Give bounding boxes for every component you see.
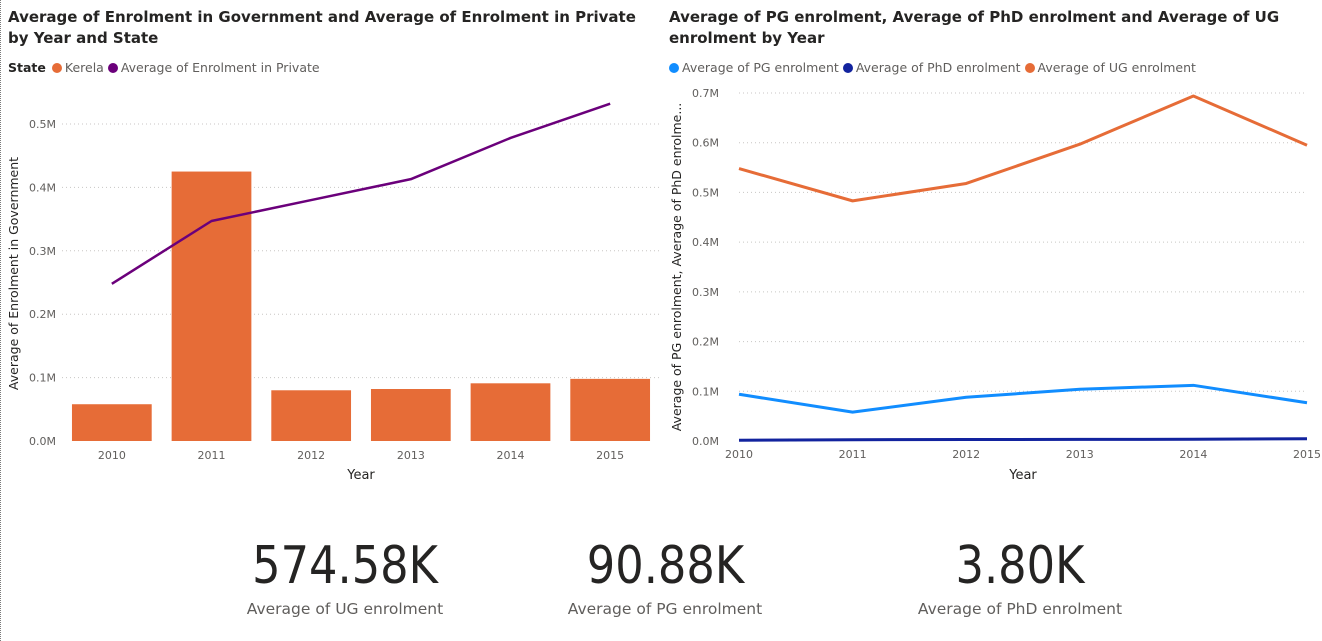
line-phd	[738, 437, 1308, 442]
bar-kerala	[71, 404, 152, 441]
y-tick-label: 0.0M	[692, 435, 719, 448]
x-tick-label: 2010	[98, 449, 126, 462]
legend-item-kerala[interactable]: Kerela	[51, 60, 104, 75]
kpi-value: 90.88K	[586, 536, 744, 596]
y-axis-label: Average of Enrolment in Government	[6, 157, 21, 390]
bar-kerala	[570, 378, 651, 441]
line-chart-plot: 0.0M 0.1M 0.2M 0.3M 0.4M 0.5M 0.6M 0.7M 2010 2011…	[669, 87, 1321, 483]
x-tick-label: 2013	[397, 449, 425, 462]
legend-item-pg[interactable]: Average of PG enrolment	[669, 60, 839, 75]
x-axis-label: Year	[346, 468, 375, 483]
ug-swatch	[1024, 62, 1035, 73]
legend-label: Average of Enrolment in Private	[120, 60, 320, 75]
y-tick-label: 0.4M	[692, 236, 719, 249]
private-swatch	[107, 62, 118, 73]
y-tick-label: 0.1M	[29, 372, 56, 385]
phd-swatch	[842, 62, 853, 73]
y-tick-label: 0.1M	[692, 385, 719, 398]
x-tick-label: 2014	[497, 449, 525, 462]
legend-label: Average of UG enrolment	[1037, 60, 1196, 75]
x-tick-label: 2012	[952, 448, 980, 461]
y-tick-label: 0.5M	[692, 186, 719, 199]
y-axis-label: Average of PG enrolment, Average of PhD …	[669, 103, 684, 432]
legend-label: Average of PG enrolment	[682, 60, 839, 75]
x-tick-label: 2014	[1179, 448, 1207, 461]
chart-title: Average of PG enrolment, Average of PhD …	[669, 8, 1280, 47]
left-border	[0, 0, 1, 641]
y-tick-label: 0.3M	[692, 286, 719, 299]
y-tick-label: 0.4M	[29, 181, 56, 194]
x-tick-label: 2012	[297, 449, 325, 462]
y-tick-label: 0.7M	[692, 87, 719, 100]
y-tick-label: 0.2M	[692, 336, 719, 349]
line-ug	[738, 94, 1308, 203]
legend-item-private[interactable]: Average of Enrolment in Private	[107, 60, 320, 75]
bar-kerala	[470, 383, 551, 441]
bar-kerala	[370, 389, 451, 441]
legend-title: State	[8, 60, 46, 75]
y-tick-label: 0.2M	[29, 308, 56, 321]
y-tick-label: 0.0M	[29, 435, 56, 448]
kpi-card-phd[interactable]: 3.80K Average of PhD enrolment	[875, 536, 1165, 618]
chart-legend: Average of PG enrolment Average of PhD e…	[669, 60, 1200, 75]
x-tick-label: 2011	[198, 449, 226, 462]
x-tick-label: 2011	[839, 448, 867, 461]
legend-item-phd[interactable]: Average of PhD enrolment	[842, 60, 1021, 75]
chart-legend: State Kerela Average of Enrolment in Pri…	[8, 60, 324, 75]
kpi-label: Average of UG enrolment	[246, 600, 444, 618]
bar-kerala	[271, 390, 352, 441]
x-axis-label: Year	[1008, 468, 1037, 483]
kpi-label: Average of PhD enrolment	[917, 600, 1123, 618]
chart-title: Average of Enrolment in Government and A…	[8, 8, 636, 47]
kpi-card-ug[interactable]: 574.58K Average of UG enrolment	[200, 536, 490, 618]
line-pg	[738, 383, 1308, 414]
kpi-value: 574.58K	[252, 536, 438, 596]
y-tick-label: 0.3M	[29, 245, 56, 258]
kpi-label: Average of PG enrolment	[567, 600, 763, 618]
kpi-value: 3.80K	[955, 536, 1085, 596]
legend-item-ug[interactable]: Average of UG enrolment	[1024, 60, 1196, 75]
legend-label: Average of PhD enrolment	[855, 60, 1021, 75]
combo-chart-plot: 0.0M 0.1M 0.2M 0.3M 0.4M 0.5M 2010 2011 2012 2013…	[6, 102, 660, 483]
kerala-swatch	[51, 62, 62, 73]
kpi-card-pg[interactable]: 90.88K Average of PG enrolment	[520, 536, 810, 618]
x-tick-label: 2010	[725, 448, 753, 461]
x-tick-label: 2015	[596, 449, 624, 462]
x-tick-label: 2015	[1293, 448, 1321, 461]
y-tick-label: 0.5M	[29, 118, 56, 131]
pg-swatch	[669, 62, 679, 73]
x-tick-label: 2013	[1066, 448, 1094, 461]
y-tick-label: 0.6M	[692, 137, 719, 150]
bar-kerala	[171, 171, 252, 442]
line-private	[111, 102, 611, 285]
legend-label: Kerela	[64, 60, 104, 75]
